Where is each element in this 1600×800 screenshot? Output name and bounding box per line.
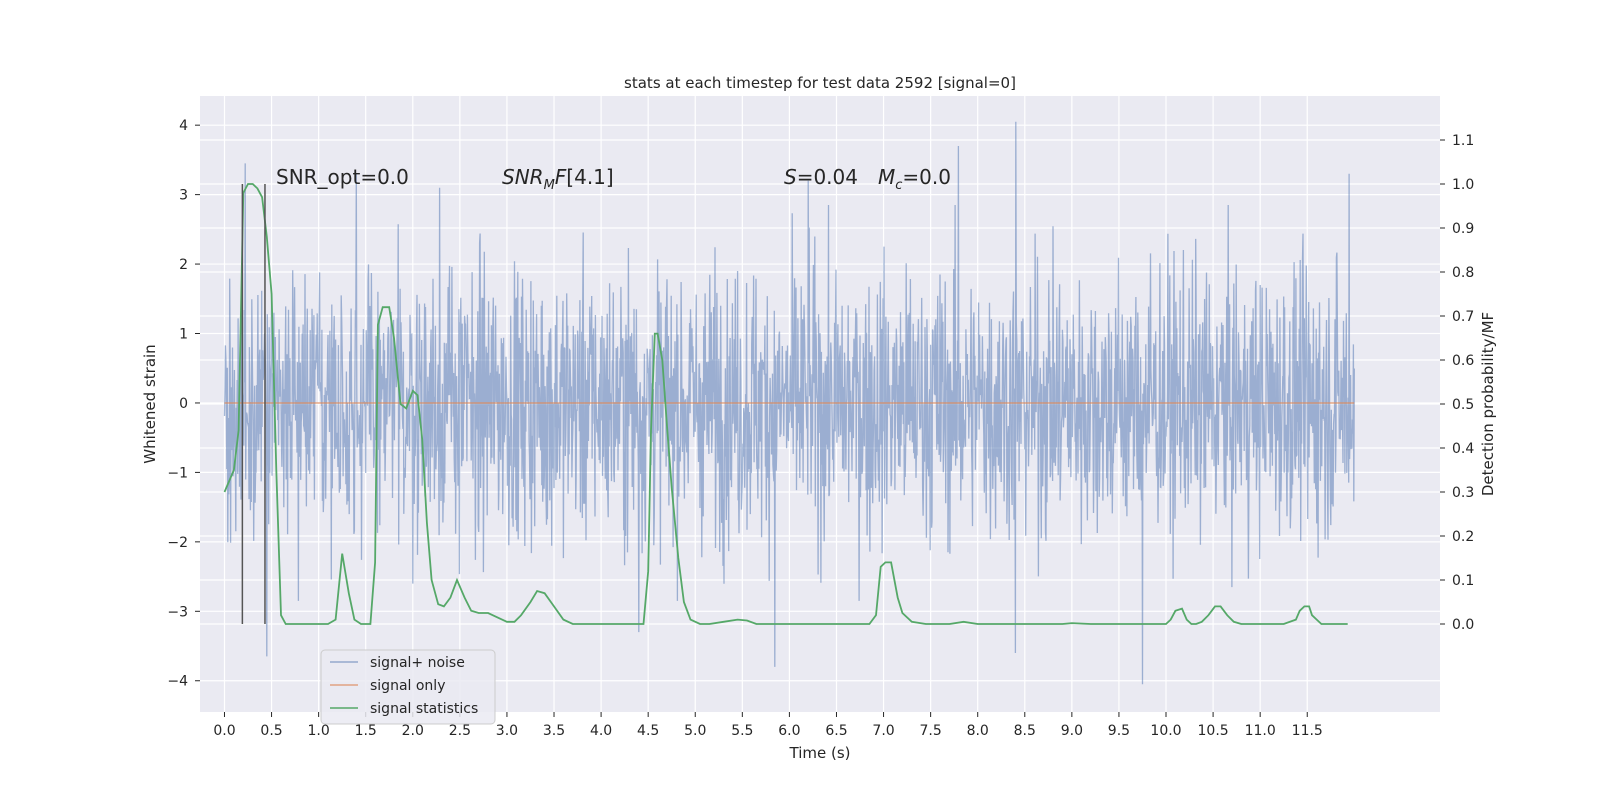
x-tick-label: 8.0 bbox=[967, 723, 989, 739]
x-tick-label: 8.5 bbox=[1014, 723, 1036, 739]
annotation-s: S=0.04 bbox=[784, 165, 858, 189]
x-tick-label: 2.5 bbox=[449, 723, 471, 739]
x-tick-label: 6.0 bbox=[778, 723, 800, 739]
x-tick-label: 7.0 bbox=[872, 723, 894, 739]
annotation-snr-mf: SNRMF[4.1] bbox=[502, 165, 614, 193]
legend-box bbox=[320, 649, 496, 725]
grid bbox=[200, 96, 1440, 712]
x-axis-ticks: 0.0 0.5 1.0 1.5 2.0 2.5 3.0 3.5 4.0 4.5 5.0 5.5 6.0 6… bbox=[213, 712, 1323, 739]
y2-tick-label: 1.0 bbox=[1452, 177, 1474, 193]
x-tick-label: 1.0 bbox=[308, 723, 330, 739]
y2-axis-ticks: 1.1 1.0 0.9 0.8 0.7 0.6 0.5 0.4 0.3 0.2 0.1 0.0 bbox=[1440, 133, 1474, 633]
y-tick-label: −1 bbox=[167, 465, 188, 481]
x-tick-label: 11.5 bbox=[1292, 723, 1323, 739]
series-markers bbox=[241, 184, 266, 624]
y2-tick-label: 0.2 bbox=[1452, 529, 1474, 545]
y2-axis-label: Detection probability/MF bbox=[1479, 312, 1497, 496]
x-tick-label: 10.0 bbox=[1150, 723, 1181, 739]
y2-tick-label: 0.0 bbox=[1452, 617, 1474, 633]
y-tick-label: −4 bbox=[167, 674, 188, 690]
x-tick-label: 4.5 bbox=[637, 723, 659, 739]
y2-tick-label: 0.5 bbox=[1452, 397, 1474, 413]
y2-tick-label: 0.1 bbox=[1452, 573, 1474, 589]
x-tick-label: 0.5 bbox=[260, 723, 282, 739]
series-signal-statistics bbox=[223, 183, 1348, 625]
x-tick-label: 7.5 bbox=[919, 723, 941, 739]
legend-label-signal-plus-noise: signal+ noise bbox=[370, 655, 465, 671]
y2-tick-label: 0.9 bbox=[1452, 221, 1474, 237]
x-tick-label: 5.5 bbox=[731, 723, 753, 739]
y2-tick-label: 0.8 bbox=[1452, 265, 1474, 281]
x-tick-label: 4.0 bbox=[590, 723, 612, 739]
x-tick-label: 2.0 bbox=[402, 723, 424, 739]
x-tick-label: 3.0 bbox=[496, 723, 518, 739]
line-signal-statistics bbox=[223, 183, 1348, 625]
annotation-mc: Mc=0.0 bbox=[878, 165, 951, 193]
legend-label-signal-only: signal only bbox=[370, 678, 445, 694]
y-tick-label: 0 bbox=[179, 396, 188, 412]
y2-tick-label: 0.7 bbox=[1452, 309, 1474, 325]
legend-label-signal-statistics: signal statistics bbox=[370, 701, 478, 717]
y-tick-label: 1 bbox=[179, 327, 188, 343]
y-axis-label: Whitened strain bbox=[141, 344, 159, 463]
y-tick-label: 2 bbox=[179, 257, 188, 273]
legend: signal+ noise signal only signal statist… bbox=[320, 649, 496, 725]
y2-tick-label: 1.1 bbox=[1452, 133, 1474, 149]
series-signal-plus-noise bbox=[223, 121, 1355, 685]
y-tick-label: 3 bbox=[179, 188, 188, 204]
x-axis-label: Time (s) bbox=[789, 744, 851, 762]
x-tick-label: 6.5 bbox=[825, 723, 847, 739]
annotation-s-value: =0.04 bbox=[797, 165, 858, 189]
annotation-snr-opt: SNR_opt=0.0 bbox=[276, 165, 409, 189]
annotation-snr-mf-value: [4.1] bbox=[566, 165, 613, 189]
annotation-mc-value: =0.0 bbox=[902, 165, 951, 189]
x-tick-label: 10.5 bbox=[1198, 723, 1229, 739]
y-tick-label: −3 bbox=[167, 604, 188, 620]
x-tick-label: 0.0 bbox=[213, 723, 235, 739]
x-tick-label: 11.0 bbox=[1245, 723, 1276, 739]
chart-title: stats at each timestep for test data 259… bbox=[624, 74, 1016, 92]
y2-tick-label: 0.4 bbox=[1452, 441, 1474, 457]
x-tick-label: 3.5 bbox=[543, 723, 565, 739]
y-tick-label: −2 bbox=[167, 535, 188, 551]
y-axis-ticks: 4 3 2 1 0 −1 −2 −3 −4 bbox=[167, 118, 200, 690]
line-signal-plus-noise bbox=[223, 121, 1355, 685]
x-tick-label: 9.0 bbox=[1061, 723, 1083, 739]
y2-tick-label: 0.3 bbox=[1452, 485, 1474, 501]
y-tick-label: 4 bbox=[179, 118, 188, 134]
x-tick-label: 1.5 bbox=[355, 723, 377, 739]
x-tick-label: 5.0 bbox=[684, 723, 706, 739]
x-tick-label: 9.5 bbox=[1108, 723, 1130, 739]
y2-tick-label: 0.6 bbox=[1452, 353, 1474, 369]
